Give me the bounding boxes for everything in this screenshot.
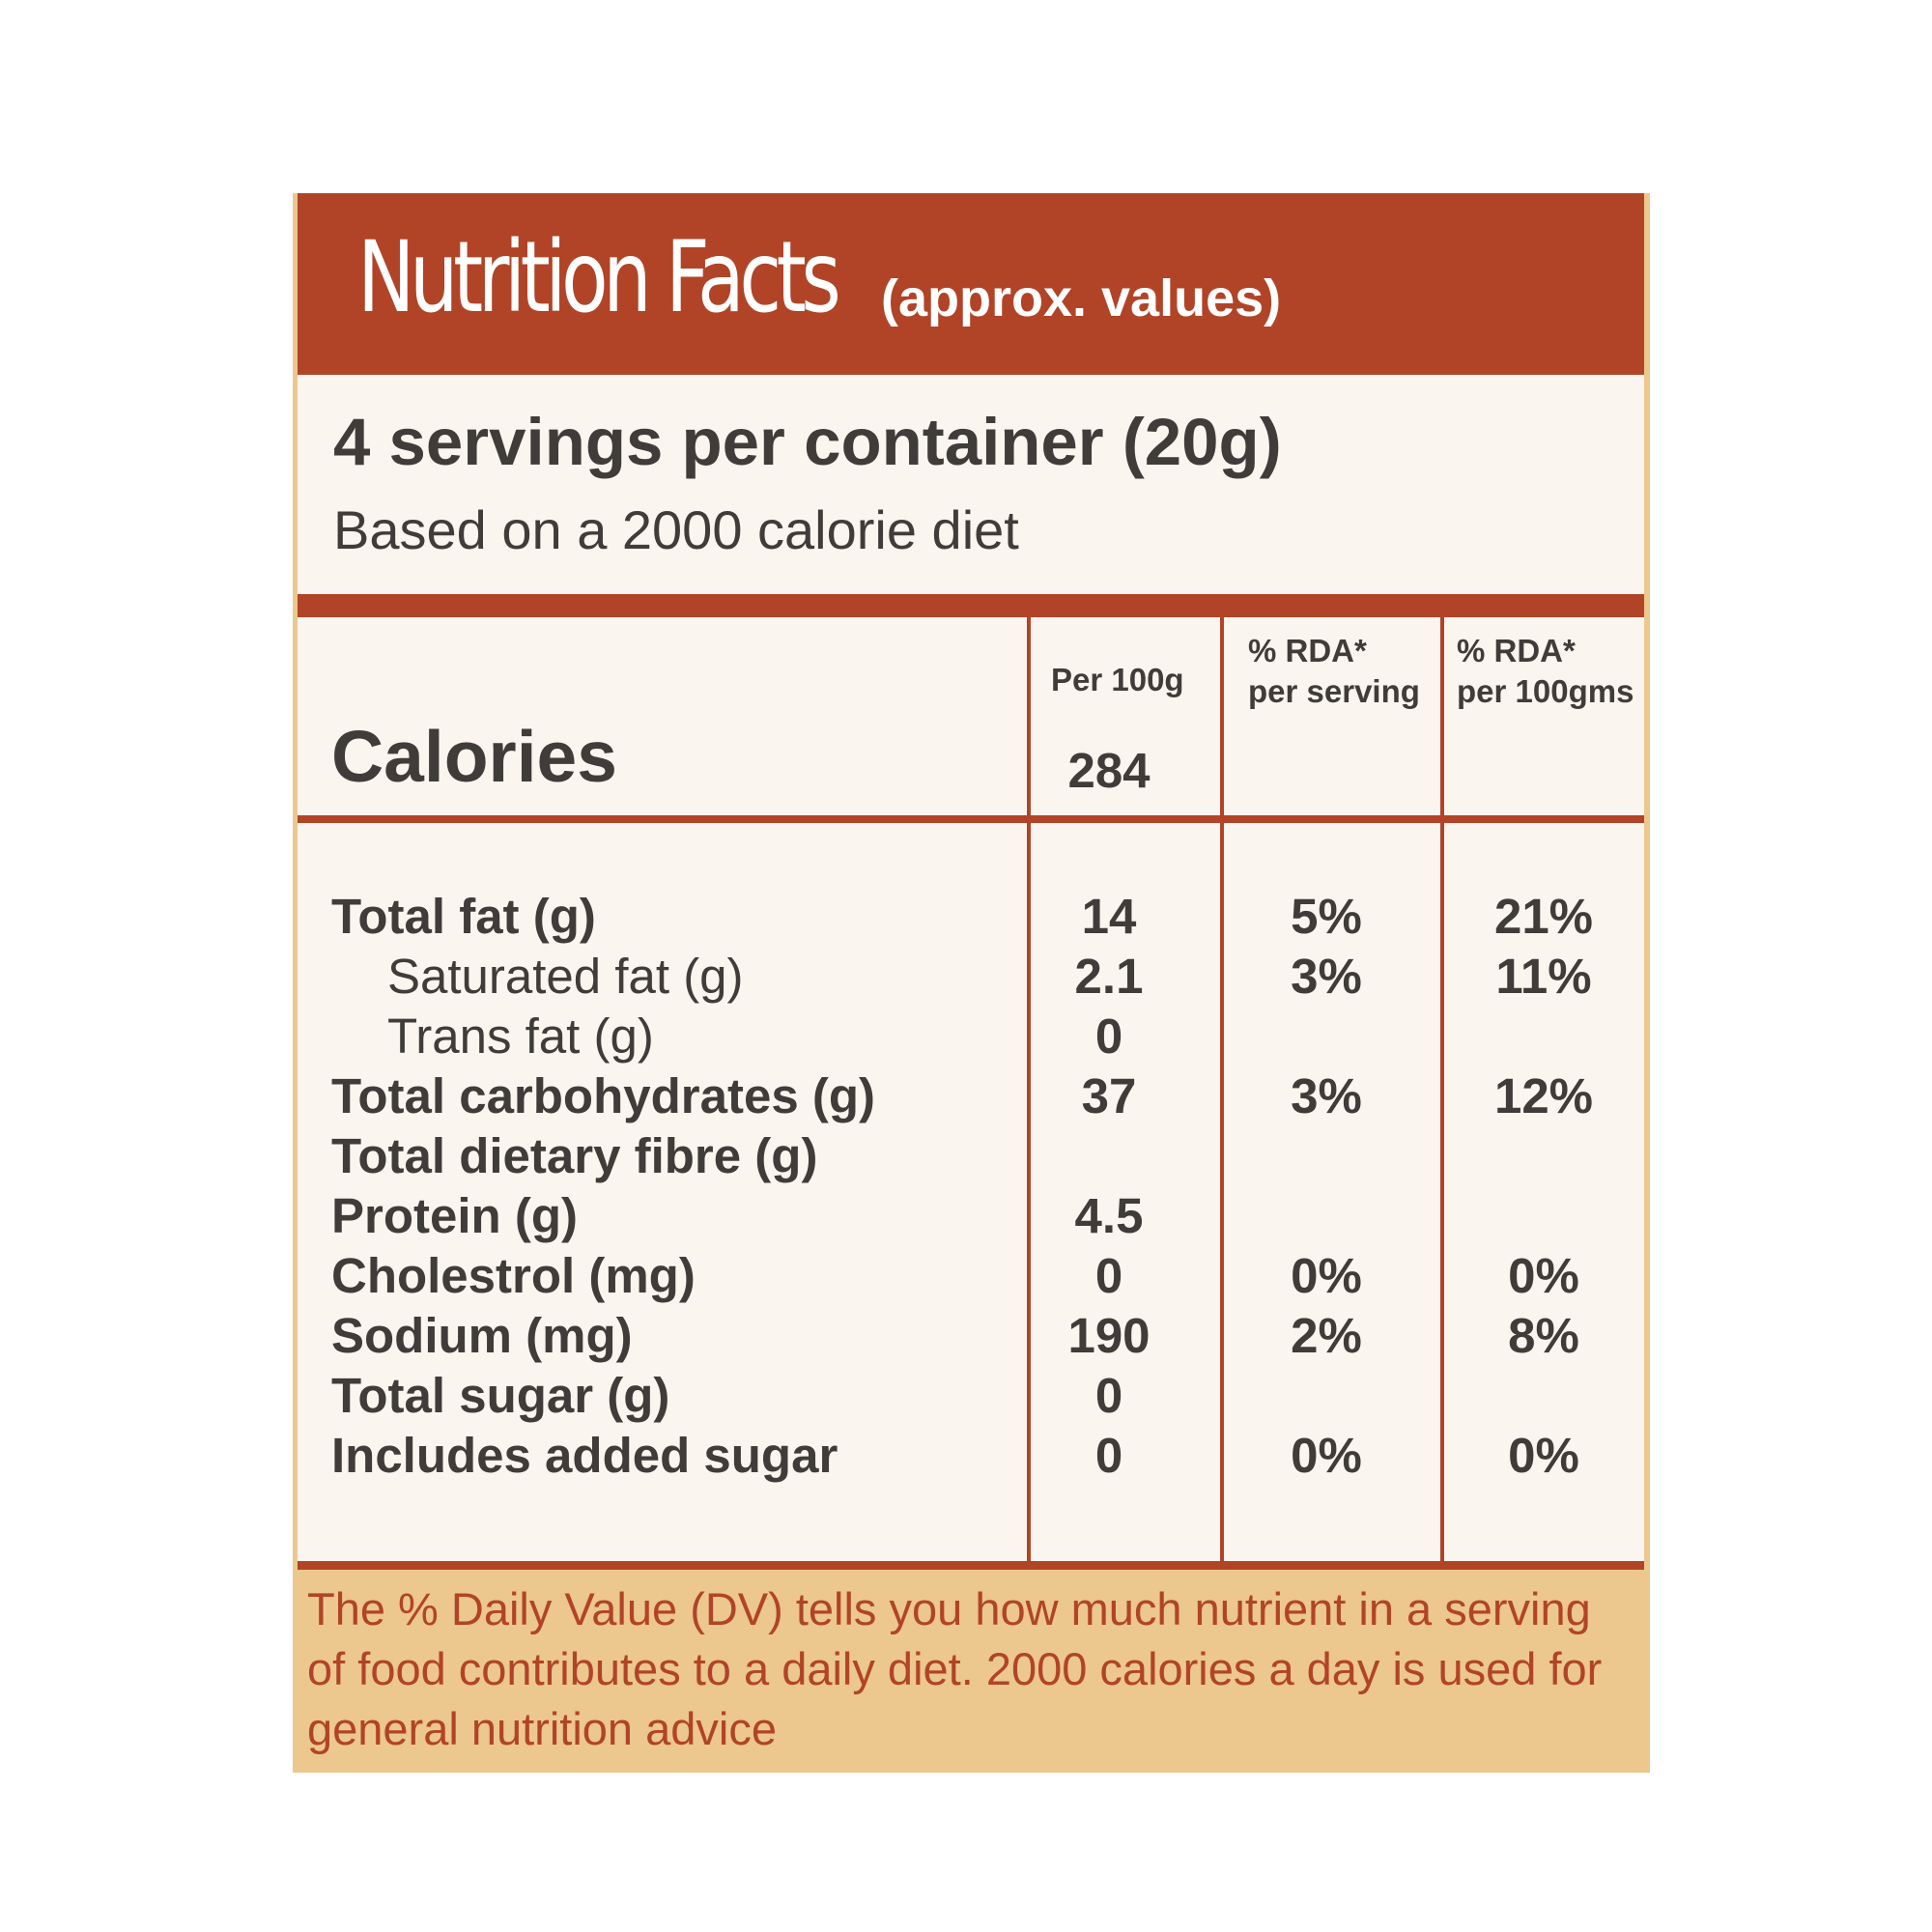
rda-100g-value: 0% bbox=[1508, 1248, 1579, 1303]
daily-value-footnote: The % Daily Value (DV) tells you how muc… bbox=[298, 1570, 1644, 1773]
nutrient-name: Total carbohydrates (g) bbox=[331, 1068, 875, 1123]
rda-serving-value: 0% bbox=[1291, 1428, 1362, 1483]
table-row: Total dietary fibre (g) bbox=[298, 1126, 1644, 1186]
nutrient-name: Total sugar (g) bbox=[331, 1368, 670, 1423]
servings-per-container: 4 servings per container (20g) bbox=[333, 405, 1282, 479]
per-100g-value: 0 bbox=[1094, 1428, 1123, 1483]
rda-serving-value: 2% bbox=[1291, 1308, 1362, 1363]
calories-divider bbox=[298, 815, 1644, 823]
per-100g-value: 4.5 bbox=[1074, 1188, 1144, 1243]
table-row: Includes added sugar 0 0% 0% bbox=[298, 1426, 1644, 1486]
table-row: Sodium (mg) 190 2% 8% bbox=[298, 1306, 1644, 1366]
rda-100g-value: 12% bbox=[1493, 1068, 1594, 1123]
calories-label: Calories bbox=[331, 716, 617, 797]
thick-divider bbox=[298, 594, 1644, 617]
per-100g-value: 14 bbox=[1081, 889, 1137, 944]
table-row: Cholestrol (mg) 0 0% 0% bbox=[298, 1246, 1644, 1306]
table-row: Trans fat (g) 0 bbox=[298, 1007, 1644, 1066]
table-row: Total carbohydrates (g) 37 3% 12% bbox=[298, 1066, 1644, 1126]
footnote-line: The % Daily Value (DV) tells you how muc… bbox=[307, 1583, 1591, 1634]
table-row: Protein (g) 4.5 bbox=[298, 1186, 1644, 1246]
calories-value: 284 bbox=[1067, 743, 1151, 798]
header-rda-serving-line2: per serving bbox=[1248, 673, 1420, 709]
rda-serving-value: 5% bbox=[1291, 889, 1362, 944]
column-divider-2 bbox=[1220, 594, 1224, 1565]
rda-serving-value: 0% bbox=[1291, 1248, 1362, 1303]
header-rda-100g-line2: per 100gms bbox=[1457, 673, 1634, 709]
rda-serving-value: 3% bbox=[1291, 1068, 1362, 1123]
footer-divider bbox=[298, 1561, 1644, 1570]
nutrient-name: Includes added sugar bbox=[331, 1428, 838, 1483]
title-banner: Nutrition Facts (approx. values) bbox=[298, 193, 1644, 375]
header-per-100g: Per 100g bbox=[1051, 662, 1184, 697]
table-row: Total fat (g) 14 5% 21% bbox=[298, 887, 1644, 947]
footnote-line: general nutrition advice bbox=[307, 1703, 777, 1754]
rda-serving-value: 3% bbox=[1291, 949, 1362, 1004]
per-100g-value: 0 bbox=[1094, 1009, 1123, 1064]
header-rda-serving-line1: % RDA* bbox=[1248, 633, 1367, 668]
header-rda-100g-line1: % RDA* bbox=[1457, 633, 1576, 668]
nutrient-name: Total fat (g) bbox=[331, 889, 596, 944]
table-row: Saturated fat (g) 2.1 3% 11% bbox=[298, 947, 1644, 1007]
column-divider-1 bbox=[1027, 594, 1031, 1565]
rda-100g-value: 11% bbox=[1495, 949, 1592, 1004]
per-100g-value: 0 bbox=[1094, 1248, 1123, 1303]
label-title: Nutrition Facts bbox=[357, 220, 841, 335]
nutrient-name: Sodium (mg) bbox=[331, 1308, 633, 1363]
calorie-basis: Based on a 2000 calorie diet bbox=[333, 499, 1019, 560]
nutrient-name: Protein (g) bbox=[331, 1188, 578, 1243]
table-row: Total sugar (g) 0 bbox=[298, 1366, 1644, 1426]
nutrient-name: Saturated fat (g) bbox=[387, 949, 744, 1004]
footnote-line: of food contributes to a daily diet. 200… bbox=[307, 1643, 1603, 1694]
column-divider-3 bbox=[1440, 594, 1444, 1565]
nutrient-name: Trans fat (g) bbox=[387, 1009, 654, 1064]
per-100g-value: 0 bbox=[1094, 1368, 1123, 1423]
rda-100g-value: 0% bbox=[1508, 1428, 1579, 1483]
nutrient-name: Cholestrol (mg) bbox=[331, 1248, 696, 1303]
nutrition-label: Nutrition Facts (approx. values) 4 servi… bbox=[293, 193, 1650, 1773]
rda-100g-value: 8% bbox=[1508, 1308, 1579, 1363]
per-100g-value: 37 bbox=[1081, 1068, 1137, 1123]
per-100g-value: 2.1 bbox=[1074, 949, 1144, 1004]
nutrient-name: Total dietary fibre (g) bbox=[331, 1128, 818, 1183]
rda-100g-value: 21% bbox=[1493, 889, 1594, 944]
per-100g-value: 190 bbox=[1067, 1308, 1151, 1363]
label-subtitle: (approx. values) bbox=[881, 270, 1282, 327]
